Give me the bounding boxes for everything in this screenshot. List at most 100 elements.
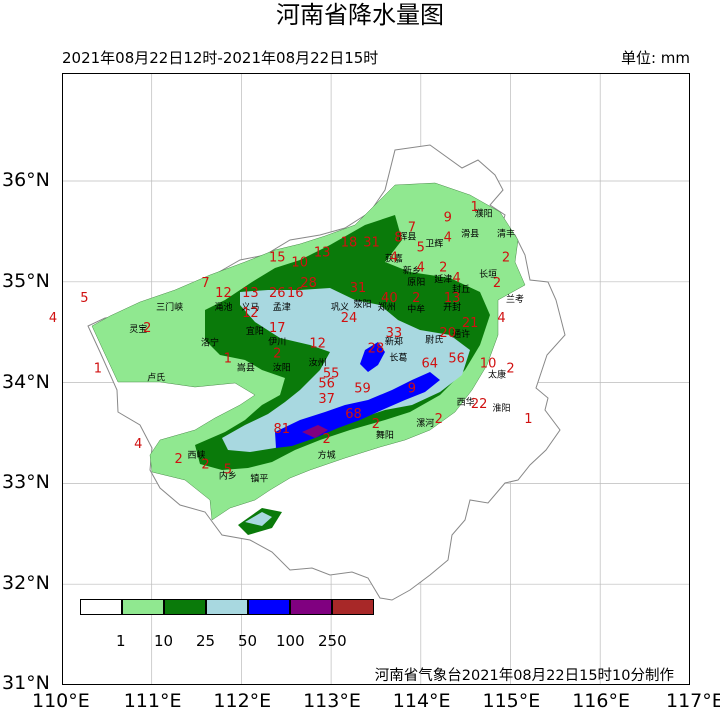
longitude-label: 110°E [32,690,90,712]
station-value: 2 [143,321,151,336]
longitude-label: 117°E [666,690,720,712]
station-value: 1 [224,351,232,366]
rain-area-50mm-center [360,342,385,372]
station-value: 26 [269,286,286,301]
county-name: 淮阳 [493,403,511,414]
station-value: 12 [215,286,232,301]
county-name: 濮阳 [475,207,493,219]
station-value: 2 [273,346,281,361]
county-name: 长葛 [389,351,407,363]
county-name: 原阳 [407,277,425,288]
county-name: 开封 [443,301,461,313]
station-value: 1 [94,362,102,377]
station-value: 2 [201,457,209,472]
county-name: 汝阳 [273,362,291,374]
latitude-label: 34°N [2,370,50,393]
station-value: 40 [381,291,398,306]
station-value: 10 [480,356,497,371]
legend-swatch [206,599,248,615]
station-value: 4 [497,311,505,326]
unit-label: 单位: mm [620,49,690,67]
latitude-label: 31°N [2,672,50,694]
station-value: 24 [341,311,358,326]
county-name: 中牟 [407,303,425,315]
longitude-label: 111°E [123,690,182,712]
legend-swatch [80,599,122,615]
station-value: 5 [80,291,88,306]
station-value: 5 [224,462,232,477]
longitude-label: 113°E [303,690,361,712]
station-value: 1 [524,412,532,427]
station-value: 16 [287,286,304,301]
county-name: 内乡 [219,469,237,481]
station-value: 4 [134,437,142,452]
county-name: 方城 [318,449,336,461]
latitude-label: 33°N [2,471,50,494]
county-name: 兰考 [506,293,524,305]
latitude-label: 32°N [2,572,50,595]
station-value: 22 [471,397,488,412]
legend-swatch [164,599,206,615]
county-name: 洛宁 [201,336,219,348]
county-name: 宜阳 [246,325,264,337]
county-name: 郑州 [378,301,396,313]
county-name: 义马 [241,302,259,313]
county-name: 清丰 [497,227,515,239]
legend-swatch [332,599,374,615]
legend-swatch [248,599,290,615]
county-name: 西华 [457,396,475,408]
station-value: 2 [174,452,182,467]
station-value: 4 [390,251,398,266]
station-value: 68 [345,407,362,422]
county-name: 新郑 [385,335,403,347]
county-name: 封丘 [452,283,470,295]
station-value: 2 [372,417,380,432]
county-name: 舞阳 [376,430,394,441]
station-value: 4 [49,311,57,326]
station-value: 9 [408,382,416,397]
station-value: 56 [448,351,465,366]
rain-area-100mm [302,425,328,438]
credit-text: 河南省气象台2021年08月22日15时10分制作 [374,668,674,684]
county-name: 延津 [434,273,452,285]
county-name: 太康 [488,369,506,381]
station-value: 31 [363,236,380,251]
station-value: 2 [502,251,510,266]
county-name: 渑池 [214,301,232,313]
rain-area-25mm [222,288,470,452]
legend-tick-label: 100 [276,632,305,650]
legend-tick-label: 50 [238,632,258,650]
legend-swatch [290,599,332,615]
county-name: 辉县 [398,231,416,242]
legend-swatch [122,599,164,615]
county-name: 新乡 [403,265,421,277]
time-range: 2021年08月22日12时-2021年08月22日15时 [62,49,379,67]
county-name: 获嘉 [385,253,403,265]
station-value: 59 [354,382,371,397]
county-name: 巩义 [331,302,349,313]
county-name: 嵩县 [237,363,255,374]
station-value: 64 [421,356,438,371]
station-value: 1 [470,200,478,215]
station-value: 7 [201,276,209,291]
county-name: 镇平 [250,472,268,484]
station-value: 28 [368,341,385,356]
station-value: 5 [417,241,425,256]
station-value: 12 [242,306,259,321]
station-value: 21 [462,316,479,331]
station-value: 20 [439,326,456,341]
latitude-label: 36°N [2,169,50,191]
station-value: 15 [269,251,286,266]
county-name: 伊川 [268,335,286,347]
county-name: 汝州 [309,356,327,368]
county-name: 荥阳 [353,298,371,310]
station-value: 81 [273,422,290,437]
county-name: 卢氏 [147,372,165,384]
county-name: 漯河 [416,417,434,429]
station-value: 4 [453,271,461,286]
station-value: 13 [314,246,331,261]
station-value: 12 [309,336,326,351]
station-value: 9 [444,210,452,225]
